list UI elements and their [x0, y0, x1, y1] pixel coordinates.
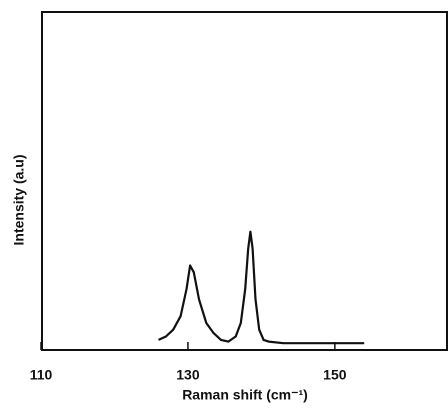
x-axis-label: Raman shift (cm⁻¹): [182, 387, 308, 403]
x-tick-label: 130: [176, 367, 200, 383]
x-tick-label: 150: [323, 367, 347, 383]
spectrum-line: [158, 230, 365, 345]
x-tick-label: 110: [30, 367, 53, 383]
y-axis-label: Intensity (a.u): [11, 154, 27, 245]
plot-frame: [41, 11, 448, 351]
